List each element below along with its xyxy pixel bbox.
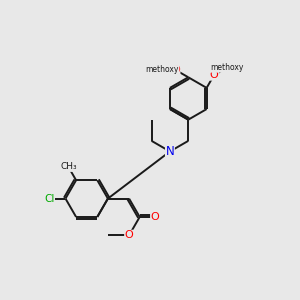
Text: O: O (171, 65, 180, 75)
Text: methoxy: methoxy (146, 65, 179, 74)
Text: O: O (151, 212, 159, 222)
Text: O: O (210, 70, 218, 80)
Text: Cl: Cl (44, 194, 55, 204)
Text: N: N (166, 145, 174, 158)
Text: CH₃: CH₃ (60, 163, 77, 172)
Text: methoxy: methoxy (210, 63, 243, 72)
Text: O: O (125, 230, 134, 240)
